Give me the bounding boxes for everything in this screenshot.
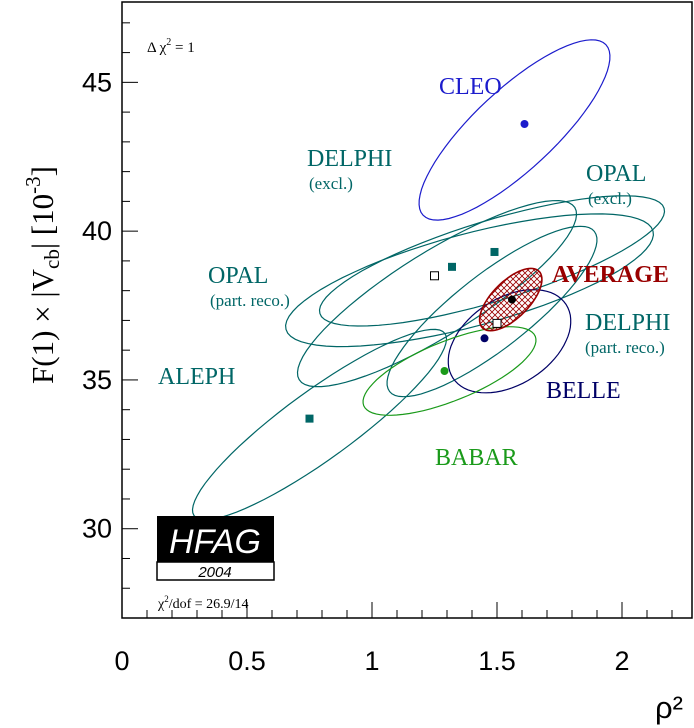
ellipse-babar-7 xyxy=(362,326,537,416)
point-aleph-5 xyxy=(305,414,314,423)
ellipse-delphi-1 xyxy=(284,213,655,348)
x-tick-label: 0.5 xyxy=(228,646,266,676)
hfag-logo-text: HFAG xyxy=(169,523,261,561)
point-belle-6 xyxy=(480,334,489,343)
y-axis-label: F(1) × |Vcb| [10-3] xyxy=(21,166,64,384)
hfag-logo: HFAG 2004 xyxy=(156,516,275,581)
label-opal-excl-sub: (excl.) xyxy=(588,189,632,208)
point-average-8 xyxy=(508,295,516,304)
chi2-dof-annotation: χ2/dof = 26.9/14 xyxy=(157,594,249,612)
tick-layer xyxy=(121,22,673,618)
ellipse-delphi-4 xyxy=(386,225,598,398)
point-delphi-4 xyxy=(492,318,502,328)
ellipse-aleph-5 xyxy=(191,328,448,521)
plot-frame xyxy=(121,1,693,619)
ellipse-opal-2 xyxy=(318,195,666,327)
delta-chi2-annotation: Δ χ2 = 1 xyxy=(147,37,195,56)
marker-layer xyxy=(305,120,529,423)
y-tick-label: 30 xyxy=(82,514,112,544)
x-axis-label: ρ² xyxy=(655,690,683,725)
point-opal-2 xyxy=(490,247,499,256)
point-delphi-1 xyxy=(448,262,456,271)
label-delphi-excl: DELPHI xyxy=(307,146,392,172)
ellipse-cleo-0 xyxy=(418,39,611,221)
label-belle: BELLE xyxy=(546,378,621,404)
label-delphi-excl-sub: (excl.) xyxy=(309,174,353,193)
label-average: AVERAGE xyxy=(552,262,669,288)
x-tick-label: 1 xyxy=(364,646,379,676)
point-opal-3 xyxy=(430,271,439,281)
hfag-logo-year: 2004 xyxy=(197,564,231,581)
point-babar-7 xyxy=(440,367,449,376)
label-babar: BABAR xyxy=(435,445,518,471)
label-opal-part: OPAL xyxy=(208,263,268,289)
label-delphi-part: DELPHI xyxy=(585,310,670,336)
series-labels: CLEO DELPHI (excl.) OPAL (excl.) OPAL (p… xyxy=(158,74,670,471)
x-tick-label: 0 xyxy=(114,646,129,676)
label-cleo: CLEO xyxy=(439,74,502,100)
label-opal-excl: OPAL xyxy=(586,161,646,187)
x-tick-label: 2 xyxy=(614,646,629,676)
y-tick-label: 45 xyxy=(82,67,112,97)
label-delphi-part-sub: (part. reco.) xyxy=(585,338,665,357)
label-aleph: ALEPH xyxy=(158,364,235,390)
tick-label-layer: 0 0.5 1 1.5 2 30 35 40 45 xyxy=(82,67,630,676)
point-cleo-0 xyxy=(520,120,529,129)
y-tick-label: 35 xyxy=(82,365,112,395)
label-opal-part-sub: (part. reco.) xyxy=(210,291,290,310)
x-tick-label: 1.5 xyxy=(478,646,516,676)
y-tick-label: 40 xyxy=(82,216,112,246)
